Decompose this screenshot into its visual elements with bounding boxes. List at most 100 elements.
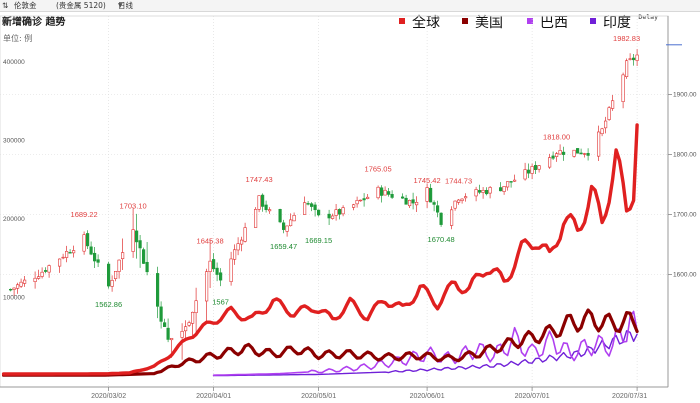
y-left-tick-label: 200000 <box>3 216 25 223</box>
candle-body <box>575 148 580 154</box>
candle-body <box>281 222 286 230</box>
candle-body <box>488 187 492 194</box>
candle-body <box>379 187 384 196</box>
y-right-tick-label: 1600.00 <box>673 272 697 279</box>
candle-body <box>355 200 359 205</box>
candle-body <box>22 279 27 284</box>
y-right-tick-label: 1700.00 <box>673 212 697 219</box>
candle-body <box>68 252 72 254</box>
candle-extreme-label: 1562.86 <box>95 300 122 309</box>
candle-body <box>407 199 412 207</box>
candle-body <box>530 166 534 174</box>
x-tick-label: 2020/04/01 <box>196 393 231 400</box>
legend-item-global: 全球 <box>399 12 440 32</box>
candle-body <box>194 300 198 314</box>
x-tick-label: 2020/05/01 <box>301 393 336 400</box>
candle-body <box>526 169 531 174</box>
series-line-印度 <box>212 330 638 377</box>
candle-body <box>163 322 167 327</box>
candle-body <box>278 209 282 223</box>
candle-body <box>302 202 307 215</box>
candle-body <box>316 209 321 216</box>
candle-body <box>285 225 289 232</box>
candle-body <box>376 186 380 199</box>
candle-body <box>121 252 125 260</box>
candle-extreme-label: 1689.22 <box>71 210 98 219</box>
legend-swatch-india <box>590 18 596 24</box>
candle-body <box>537 165 541 170</box>
instrument-bar: ⇅ 伦敦金 (贵金属 5120) 日线 ▼ <box>0 0 700 12</box>
candle-body <box>586 153 590 156</box>
candle-body <box>72 250 76 254</box>
candle-body <box>624 60 629 77</box>
candle-body <box>561 151 566 155</box>
candle-body <box>404 197 408 205</box>
candle-body <box>572 149 576 157</box>
y-right-tick-label: 1800.00 <box>673 152 697 159</box>
candle-extreme-label: 1982.83 <box>613 34 640 43</box>
candle-body <box>131 229 135 252</box>
candle-body <box>205 271 209 302</box>
candle-body <box>19 281 23 287</box>
candle-body <box>365 196 370 199</box>
candle-body <box>334 209 338 216</box>
y-left-tick-label: 100000 <box>3 295 25 302</box>
candle-body <box>61 256 65 259</box>
candle-body <box>306 203 310 205</box>
legend-label-us: 美国 <box>475 15 503 31</box>
x-tick-label: 2020/03/02 <box>91 393 126 400</box>
candle-body <box>170 337 174 341</box>
candle-body <box>309 203 314 207</box>
legend-label-global: 全球 <box>412 15 440 31</box>
candle-body <box>547 157 552 168</box>
gold-candles <box>9 49 639 360</box>
candle-body <box>579 152 583 155</box>
candle-body <box>15 284 20 289</box>
candle-body <box>453 200 457 209</box>
series-line-巴西 <box>212 310 638 376</box>
chevron-down-icon: ▼ <box>118 2 123 9</box>
series-line-美国 <box>2 308 639 377</box>
sort-icon[interactable]: ⇅ <box>2 1 9 10</box>
candle-body <box>505 181 510 188</box>
candle-body <box>621 74 625 102</box>
candle-body <box>435 205 440 213</box>
candle-body <box>502 186 506 192</box>
legend-swatch-brazil <box>527 18 533 24</box>
candle-extreme-label: 1669.15 <box>305 236 332 245</box>
candle-extreme-label: 1818.00 <box>543 133 570 142</box>
candle-extreme-label: 1670.48 <box>428 235 455 244</box>
candle-body <box>180 331 184 338</box>
legend-item-us: 美国 <box>462 12 503 32</box>
y-left-tick-label: 300000 <box>3 138 25 145</box>
unit-label: 单位: 例 <box>3 34 33 43</box>
candle-body <box>610 100 615 109</box>
candle-body <box>240 239 244 245</box>
candle-body <box>135 230 139 243</box>
legend-swatch-us <box>462 18 468 24</box>
candle-body <box>138 240 142 249</box>
candle-body <box>292 214 296 222</box>
candle-body <box>12 287 16 290</box>
candle-body <box>82 234 86 252</box>
candle-body <box>236 243 240 251</box>
candle-body <box>107 263 111 287</box>
candle-body <box>481 189 485 193</box>
delay-label: Delay <box>638 13 658 21</box>
candle-body <box>449 209 454 226</box>
candle-body <box>390 194 394 198</box>
candle-body <box>219 272 223 281</box>
candle-body <box>159 306 163 322</box>
candle-body <box>40 271 44 277</box>
legend-item-brazil: 巴西 <box>527 12 568 32</box>
candle-body <box>145 261 149 273</box>
plot-frame <box>0 15 669 388</box>
candle-body <box>635 54 639 61</box>
x-tick-label: 2020/06/01 <box>410 393 445 400</box>
candle-body <box>477 190 482 193</box>
candle-body <box>89 246 93 255</box>
candle-body <box>208 260 212 272</box>
candle-body <box>65 251 69 258</box>
candle-body <box>57 258 62 267</box>
candle-body <box>233 249 237 260</box>
